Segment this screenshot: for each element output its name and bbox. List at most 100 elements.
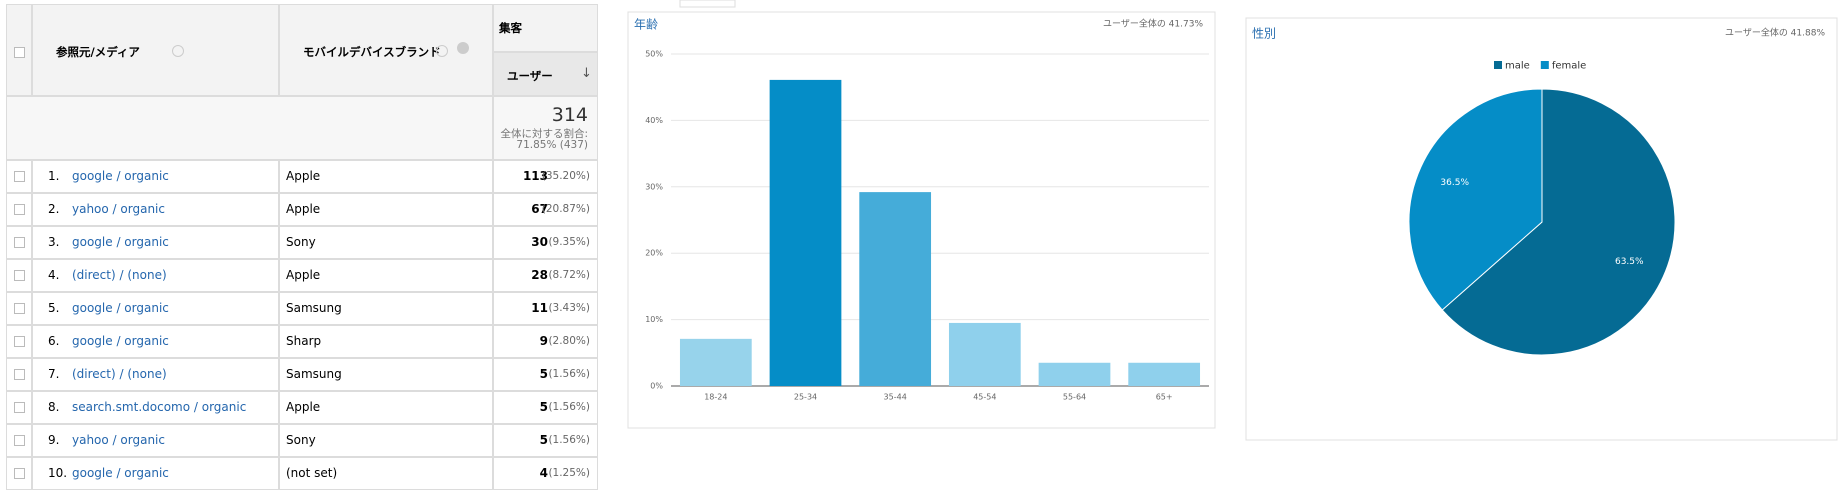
- chart-title: 性別: [1252, 27, 1276, 41]
- users-cell: [493, 391, 598, 424]
- source-link[interactable]: google / organic: [72, 301, 169, 315]
- y-tick-label: 50%: [645, 50, 663, 59]
- x-tick-label: 65+: [1156, 393, 1173, 402]
- brand: Samsung: [286, 301, 342, 315]
- row-checkbox[interactable]: [14, 402, 25, 413]
- totals-value: 314: [551, 104, 588, 126]
- users-cell: [493, 325, 598, 358]
- brand: Apple: [286, 400, 321, 414]
- users-share: (1.56%): [548, 401, 590, 413]
- chart-title: 年齢: [634, 17, 658, 32]
- row-checkbox[interactable]: [14, 303, 25, 314]
- users-value: 30: [531, 235, 548, 249]
- source-link[interactable]: google / organic: [72, 466, 169, 480]
- source-cell: [32, 292, 279, 325]
- users-value: 11: [531, 301, 548, 315]
- users-cell: [493, 160, 598, 193]
- slice-label: 63.5%: [1615, 257, 1644, 267]
- row-checkbox-cell: [6, 160, 32, 193]
- header-users: ユーザー: [507, 69, 553, 83]
- row-number: 7.: [48, 367, 60, 381]
- help-icon: [172, 45, 184, 57]
- row-checkbox[interactable]: [14, 237, 25, 248]
- source-link[interactable]: search.smt.docomo / organic: [72, 400, 247, 414]
- bar: [948, 322, 1021, 386]
- source-cell: [32, 226, 279, 259]
- source-cell: [32, 391, 279, 424]
- header-source: 参照元/メディア: [56, 45, 140, 59]
- row-checkbox[interactable]: [14, 204, 25, 215]
- users-share: (8.72%): [548, 269, 590, 281]
- source-link[interactable]: (direct) / (none): [72, 268, 167, 282]
- users-share: (1.56%): [548, 434, 590, 446]
- source-link[interactable]: google / organic: [72, 169, 169, 183]
- brand-cell: [279, 193, 493, 226]
- x-tick-label: 55-64: [1063, 393, 1086, 402]
- brand: Sony: [286, 235, 316, 249]
- users-share: (1.56%): [548, 368, 590, 380]
- row-checkbox-cell: [6, 226, 32, 259]
- users-value: 4: [539, 466, 548, 480]
- users-cell: [493, 457, 598, 490]
- chart-note: ユーザー全体の 41.88%: [1725, 27, 1825, 39]
- help-icon: [436, 45, 448, 57]
- totals-caption: 全体に対する割合:: [500, 128, 588, 140]
- brand-cell: [279, 325, 493, 358]
- users-value: 9: [539, 334, 548, 348]
- brand: Sharp: [286, 334, 322, 348]
- bar: [1128, 362, 1201, 386]
- source-cell: [32, 325, 279, 358]
- row-checkbox-cell: [6, 325, 32, 358]
- row-checkbox-cell: [6, 259, 32, 292]
- row-checkbox-cell: [6, 358, 32, 391]
- x-tick-label: 45-54: [973, 393, 996, 402]
- row-checkbox[interactable]: [14, 369, 25, 380]
- header-source-cell: [32, 4, 279, 96]
- y-tick-label: 30%: [645, 182, 663, 191]
- row-checkbox-cell: [6, 391, 32, 424]
- header-users-cell[interactable]: [493, 52, 598, 96]
- users-share: (2.80%): [548, 335, 590, 347]
- users-cell: [493, 292, 598, 325]
- row-number: 5.: [48, 301, 60, 315]
- row-checkbox-cell: [6, 457, 32, 490]
- totals-cell: [493, 96, 598, 160]
- bar: [679, 338, 752, 386]
- remove-icon[interactable]: [457, 42, 469, 54]
- source-cell: [32, 259, 279, 292]
- bar: [859, 192, 932, 386]
- row-number: 3.: [48, 235, 60, 249]
- header-checkbox[interactable]: [14, 47, 25, 58]
- users-cell: [493, 259, 598, 292]
- source-link[interactable]: yahoo / organic: [72, 433, 165, 447]
- brand-cell: [279, 358, 493, 391]
- users-value: 113: [522, 169, 548, 183]
- row-checkbox[interactable]: [14, 171, 25, 182]
- row-number: 8.: [48, 400, 60, 414]
- pie-slice: [1408, 88, 1543, 311]
- source-link[interactable]: yahoo / organic: [72, 202, 165, 216]
- users-share: (3.43%): [548, 302, 590, 314]
- brand-cell: [279, 292, 493, 325]
- totals-row: [6, 96, 493, 160]
- y-tick-label: 40%: [645, 116, 663, 125]
- source-link[interactable]: (direct) / (none): [72, 367, 167, 381]
- brand-cell: [279, 391, 493, 424]
- brand-cell: [279, 226, 493, 259]
- source-link[interactable]: google / organic: [72, 235, 169, 249]
- users-value: 5: [539, 433, 548, 447]
- row-checkbox[interactable]: [14, 468, 25, 479]
- row-number: 10.: [48, 466, 68, 480]
- row-checkbox[interactable]: [14, 435, 25, 446]
- source-cell: [32, 160, 279, 193]
- row-checkbox[interactable]: [14, 270, 25, 281]
- brand: Samsung: [286, 367, 342, 381]
- users-cell: [493, 358, 598, 391]
- brand-cell: [279, 457, 493, 490]
- row-checkbox[interactable]: [14, 336, 25, 347]
- slice-label: 36.5%: [1440, 178, 1469, 188]
- source-link[interactable]: google / organic: [72, 334, 169, 348]
- tab: [679, 0, 736, 8]
